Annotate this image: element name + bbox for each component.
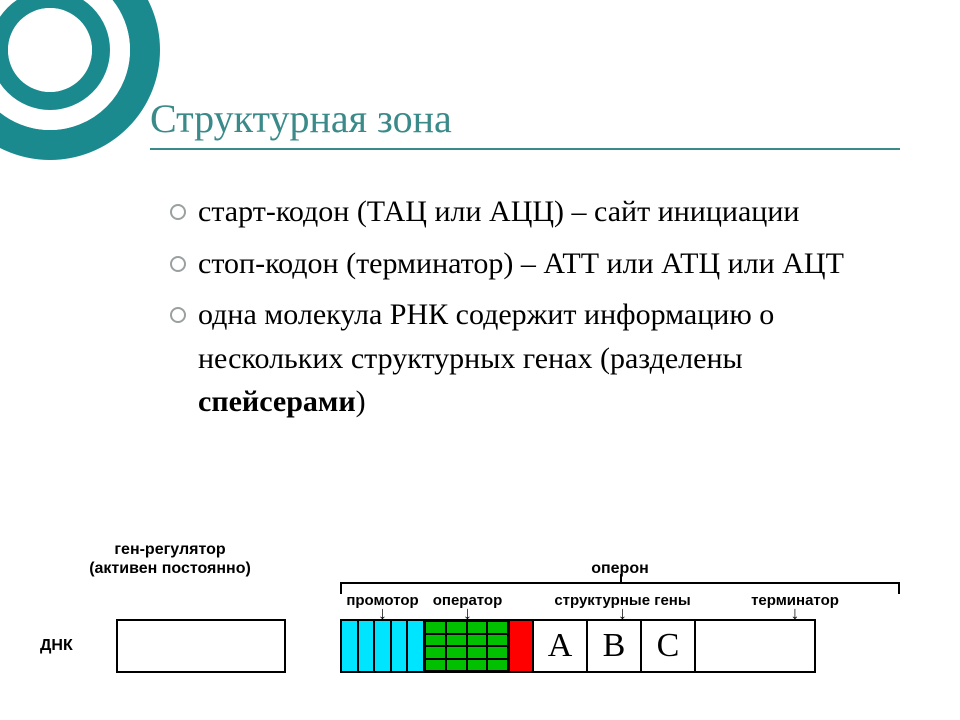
operon-diagram: ген-регулятор (активен постоянно) оперон… <box>40 540 900 673</box>
operator-box <box>425 619 510 673</box>
regulator-box <box>116 619 286 673</box>
label-regulator: ген-регулятор (активен постоянно) <box>40 540 300 578</box>
label-operator: оператор↓ <box>425 592 510 617</box>
operon-bracket <box>340 582 900 594</box>
corner-decoration <box>0 0 160 160</box>
bullet-3-post: ) <box>356 385 366 418</box>
promoter-box <box>340 619 425 673</box>
slide-title: Структурная зона <box>150 95 900 150</box>
terminator-box <box>696 619 816 673</box>
operator-red-box <box>510 619 534 673</box>
gene-c: С <box>642 619 696 673</box>
gene-a: А <box>534 619 588 673</box>
bullet-1: старт-кодон (ТАЦ или АЦЦ) – сайт инициац… <box>170 190 900 234</box>
label-struct-genes: структурные гены↓ <box>510 592 735 617</box>
label-operon-wrap: оперон <box>340 560 900 578</box>
label-terminator: терминатор↓ <box>735 592 855 617</box>
label-regulator-line1: ген-регулятор <box>114 541 225 558</box>
label-regulator-line2: (активен постоянно) <box>89 560 251 577</box>
bullet-list: старт-кодон (ТАЦ или АЦЦ) – сайт инициац… <box>150 190 900 424</box>
diagram-mid-labels: промотор↓ оператор↓ структурные гены↓ те… <box>40 592 900 617</box>
gene-b: В <box>588 619 642 673</box>
slide-content: Структурная зона старт-кодон (ТАЦ или АЦ… <box>150 95 900 432</box>
bullet-3-pre: одна молекула РНК содержит информацию о … <box>198 298 774 375</box>
diagram-top-labels: ген-регулятор (активен постоянно) оперон <box>40 540 900 578</box>
bullet-2: стоп-кодон (терминатор) – АТТ или АТЦ ил… <box>170 242 900 286</box>
label-dna: ДНК <box>40 637 88 655</box>
diagram-row: ДНК А В С <box>40 619 900 673</box>
bullet-3: одна молекула РНК содержит информацию о … <box>170 293 900 424</box>
label-promoter: промотор↓ <box>340 592 425 617</box>
bullet-3-bold: спейсерами <box>198 385 356 418</box>
